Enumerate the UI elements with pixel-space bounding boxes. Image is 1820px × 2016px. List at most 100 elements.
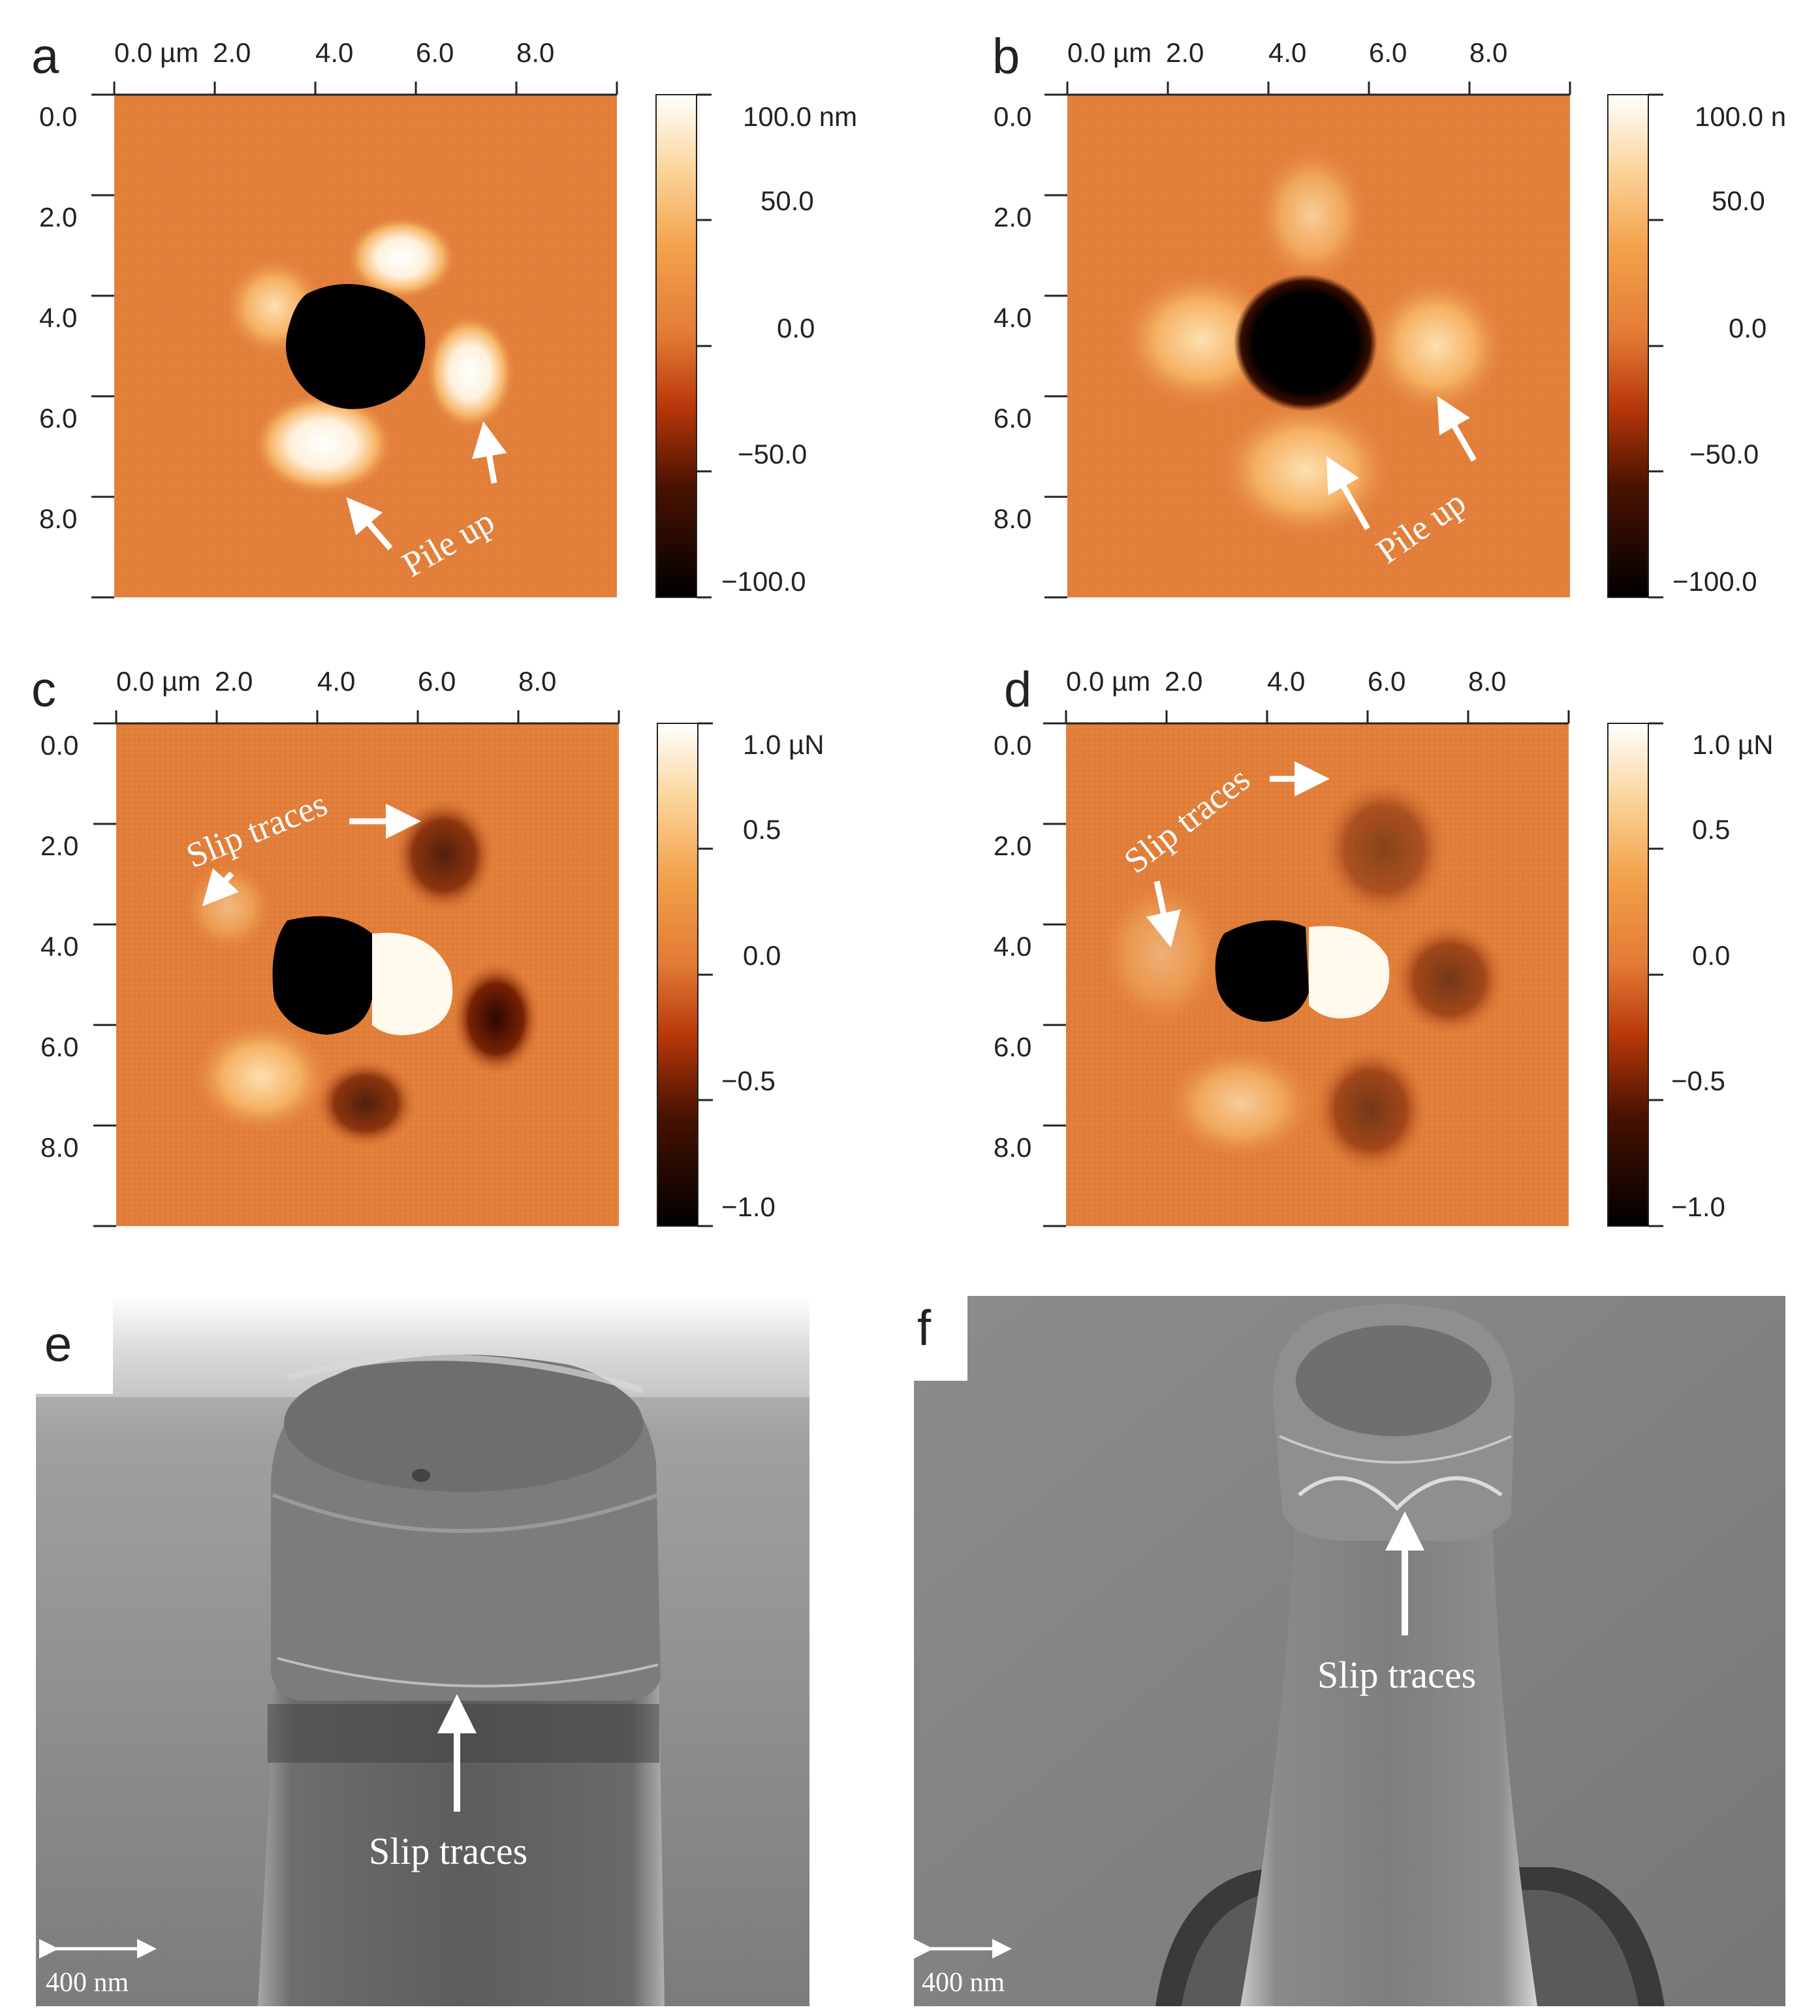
panel-letter-f-box [914,1296,967,1381]
x-tick-d-4: 8.0 [1468,666,1506,697]
x-tick-a-2: 4.0 [315,37,353,68]
colorbar-c [657,722,713,1227]
afm-image-a [114,95,617,597]
sem-image-f [914,1296,1785,2006]
colorbar-tick-d-0: 1.0 µN [1692,729,1774,760]
x-tick-d-0: 0.0 µm [1066,666,1150,697]
colorbar-b [1607,93,1663,599]
scale-bar-label-e: 400 nm [46,1968,129,1998]
x-tick-d-1: 2.0 [1165,666,1202,697]
afm-image-d [1066,723,1569,1226]
colorbar-tick-d-2: 0.0 [1692,940,1730,971]
y-tick-d-3: 6.0 [994,1032,1031,1062]
panel-d: d 0.0 µm 2.0 4.0 6.0 8.0 [994,662,1774,1227]
colorbar-tick-b-1: 50.0 [1712,185,1765,216]
x-tick-a-3: 6.0 [416,37,454,68]
colorbar-d [1607,722,1663,1227]
x-tick-b-2: 4.0 [1268,37,1306,68]
x-tick-c-4: 8.0 [518,666,556,697]
scale-bar-label-f: 400 nm [922,1968,1005,1998]
colorbar-tick-a-4: −100.0 [721,566,806,597]
panel-f: f Slip traces 400 nm [914,1296,1785,2006]
colorbar-tick-d-3: −0.5 [1671,1065,1725,1096]
annotation-e: Slip traces [369,1830,527,1872]
x-tick-a-1: 2.0 [213,37,251,68]
x-tick-b-4: 8.0 [1469,37,1507,68]
x-tick-c-1: 2.0 [215,666,253,697]
afm-image-b [1067,95,1570,597]
panel-letter-e-box [36,1296,113,1394]
sem-image-e [36,1296,809,2006]
x-tick-c-0: 0.0 µm [116,666,200,697]
x-tick-b-1: 2.0 [1166,37,1204,68]
y-tick-a-0: 0.0 [39,101,77,132]
x-tick-a-0: 0.0 µm [114,37,198,68]
y-tick-d-4: 8.0 [994,1132,1031,1163]
y-tick-b-0: 0.0 [994,101,1031,132]
y-tick-b-2: 4.0 [994,302,1031,333]
panel-c: c 0.0 µm 2.0 4.0 6.0 8.0 [31,662,824,1227]
y-tick-b-3: 6.0 [994,403,1031,433]
colorbar-tick-c-4: −1.0 [721,1191,776,1222]
panel-letter-d: d [1004,662,1031,717]
panel-letter-a: a [31,29,59,84]
panel-letter-e: e [44,1317,72,1372]
panel-letter-b: b [992,29,1020,84]
panel-a: a 0.0 µm 2.0 4.0 6.0 8.0 [31,29,857,599]
x-tick-c-2: 4.0 [317,666,355,697]
y-axis-c [93,722,116,1227]
panel-b: b 0.0 µm 2.0 4.0 6.0 8.0 [992,29,1786,599]
colorbar-tick-d-4: −1.0 [1671,1191,1725,1222]
x-tick-d-2: 4.0 [1267,666,1305,697]
x-tick-d-3: 6.0 [1368,666,1405,697]
x-axis-a [113,82,618,96]
colorbar-tick-a-2: 0.0 [777,313,815,343]
annotation-arrows-d [1146,761,1330,948]
y-axis-d [1043,722,1066,1227]
colorbar-tick-c-0: 1.0 µN [743,729,824,760]
x-tick-a-4: 8.0 [516,37,554,68]
x-tick-b-3: 6.0 [1369,37,1407,68]
colorbar-tick-b-3: −50.0 [1689,439,1759,469]
y-tick-b-1: 2.0 [994,202,1031,232]
colorbar-tick-c-1: 0.5 [743,814,781,845]
x-tick-b-0: 0.0 µm [1067,37,1152,68]
y-tick-a-3: 6.0 [39,403,77,433]
colorbar-tick-b-2: 0.0 [1729,313,1766,343]
colorbar-tick-b-0: 100.0 n [1695,101,1786,132]
y-axis-a [91,93,114,599]
y-tick-c-1: 2.0 [40,830,78,861]
y-tick-a-2: 4.0 [39,302,77,333]
y-tick-a-1: 2.0 [39,202,77,232]
colorbar-tick-c-3: −0.5 [721,1065,776,1096]
x-axis-d [1065,710,1570,725]
annotation-arrows-b [1326,396,1477,531]
y-tick-c-0: 0.0 [40,730,78,761]
panel-letter-c: c [31,662,56,717]
x-axis-c [115,710,620,725]
panel-e: e Slip traces 400 nm [36,1296,809,2006]
panel-letter-f: f [917,1300,932,1356]
y-axis-b [1044,93,1067,599]
colorbar-tick-a-1: 50.0 [761,185,814,216]
colorbar-tick-a-3: −50.0 [738,439,807,469]
colorbar-tick-c-2: 0.0 [743,940,781,971]
colorbar-tick-a-0: 100.0 nm [743,101,857,132]
y-tick-d-0: 0.0 [994,730,1031,761]
y-tick-d-1: 2.0 [994,830,1031,861]
y-tick-c-2: 4.0 [40,931,78,962]
y-tick-c-4: 8.0 [40,1132,78,1163]
annotation-f: Slip traces [1317,1654,1476,1696]
x-tick-c-3: 6.0 [418,666,456,697]
y-tick-a-4: 8.0 [39,503,77,534]
colorbar-a [655,93,712,599]
annotation-arrows-c [202,804,421,907]
y-tick-b-4: 8.0 [994,503,1031,534]
y-tick-c-3: 6.0 [40,1032,78,1062]
afm-image-c [116,723,619,1226]
colorbar-tick-b-4: −100.0 [1672,566,1757,597]
x-axis-b [1066,82,1571,96]
y-tick-d-2: 4.0 [994,931,1031,962]
annotation-arrows-a [346,421,507,550]
